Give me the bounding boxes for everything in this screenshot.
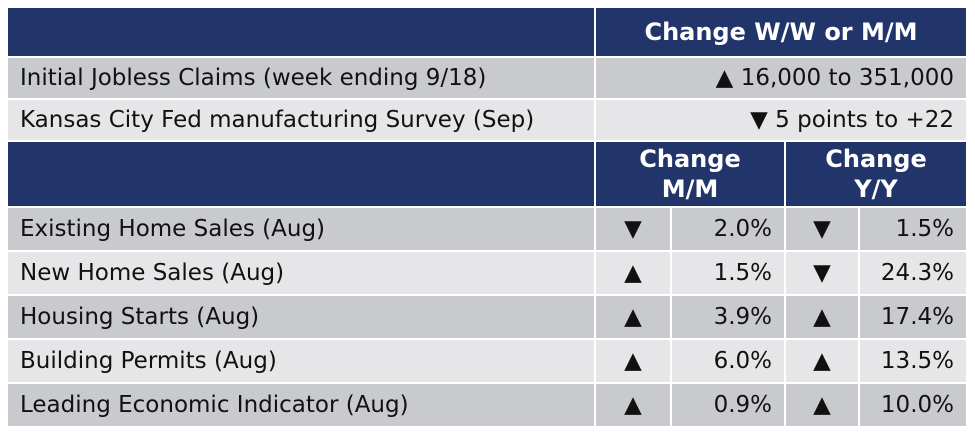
down-arrow-icon: ▼ [596, 208, 670, 250]
mm-header-line1: Change [639, 145, 741, 173]
leading-economic-indicator-yy-value: 10.0% [860, 384, 966, 426]
kc-fed-survey-label: Kansas City Fed manufacturing Survey (Se… [8, 100, 594, 140]
sub-header-blank [8, 142, 594, 206]
up-arrow-icon: ▲ [786, 384, 858, 426]
yy-header-line1: Change [825, 145, 927, 173]
up-arrow-icon: ▲ [786, 340, 858, 382]
jobless-claims-label: Initial Jobless Claims (week ending 9/18… [8, 58, 594, 98]
housing-starts-yy-value: 17.4% [860, 296, 966, 338]
jobless-claims-value: 16,000 to 351,000 [740, 65, 954, 91]
down-arrow-icon: ▼ [786, 208, 858, 250]
existing-home-sales-mm-value: 2.0% [672, 208, 784, 250]
new-home-sales-label: New Home Sales (Aug) [8, 252, 594, 294]
yy-header-line2: Y/Y [854, 175, 898, 203]
up-arrow-icon: ▲ [786, 296, 858, 338]
new-home-sales-mm-value: 1.5% [672, 252, 784, 294]
existing-home-sales-label: Existing Home Sales (Aug) [8, 208, 594, 250]
economic-indicators-table: Change W/W or M/M Initial Jobless Claims… [8, 8, 966, 432]
up-arrow-icon: ▲ [715, 65, 734, 91]
building-permits-mm-value: 6.0% [672, 340, 784, 382]
down-arrow-icon: ▼ [750, 107, 768, 133]
up-arrow-icon: ▲ [596, 296, 670, 338]
top-header-change: Change W/W or M/M [596, 8, 966, 56]
jobless-claims-change: ▲ 16,000 to 351,000 [596, 58, 966, 98]
up-arrow-icon: ▲ [596, 384, 670, 426]
new-home-sales-yy-value: 24.3% [860, 252, 966, 294]
up-arrow-icon: ▲ [596, 340, 670, 382]
kc-fed-survey-value: 5 points to +22 [775, 107, 954, 133]
top-header-blank [8, 8, 594, 56]
yy-header: Change Y/Y [786, 142, 966, 206]
building-permits-yy-value: 13.5% [860, 340, 966, 382]
leading-economic-indicator-label: Leading Economic Indicator (Aug) [8, 384, 594, 426]
housing-starts-label: Housing Starts (Aug) [8, 296, 594, 338]
leading-economic-indicator-mm-value: 0.9% [672, 384, 784, 426]
mm-header-line2: M/M [661, 175, 719, 203]
building-permits-label: Building Permits (Aug) [8, 340, 594, 382]
up-arrow-icon: ▲ [596, 252, 670, 294]
mm-header: Change M/M [596, 142, 784, 206]
kc-fed-survey-change: ▼ 5 points to +22 [596, 100, 966, 140]
housing-starts-mm-value: 3.9% [672, 296, 784, 338]
existing-home-sales-yy-value: 1.5% [860, 208, 966, 250]
down-arrow-icon: ▼ [786, 252, 858, 294]
